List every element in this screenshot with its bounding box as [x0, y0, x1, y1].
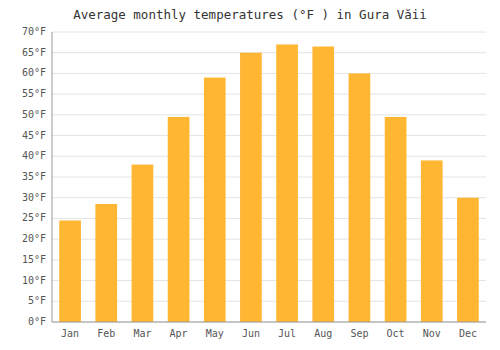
grid-line [52, 32, 486, 33]
x-tick-label: Apr [170, 328, 188, 339]
bar [385, 117, 407, 322]
y-tick-label: 55°F [22, 88, 46, 99]
y-tick-label: 35°F [22, 171, 46, 182]
grid-line [52, 114, 486, 115]
grid-line [52, 52, 486, 53]
grid [52, 32, 486, 322]
grid-line [52, 73, 486, 74]
x-axis-line [52, 322, 486, 323]
chart: 0°F 5°F 10°F 15°F 20°F 25°F 30°F 35°F 40°F 45°F 50… [0, 0, 500, 350]
x-tick-label: Nov [423, 328, 441, 339]
bar [59, 221, 81, 323]
bar [240, 53, 262, 322]
bar [349, 73, 371, 322]
grid-line [52, 322, 486, 323]
grid-line [52, 156, 486, 157]
grid-line [52, 135, 486, 136]
y-tick-label: 45°F [22, 130, 46, 141]
y-tick-label: 15°F [22, 254, 46, 265]
y-tick-label: 10°F [22, 275, 46, 286]
y-tick-label: 20°F [22, 233, 46, 244]
y-tick-label: 40°F [22, 150, 46, 161]
y-tick-label: 25°F [22, 212, 46, 223]
bar [168, 117, 190, 322]
bar [312, 47, 334, 323]
bar [457, 198, 479, 322]
y-tick-label: 5°F [28, 295, 46, 306]
y-axis: 0°F 5°F 10°F 15°F 20°F 25°F 30°F 35°F 40°F 45°F 50… [22, 26, 46, 327]
y-axis-line [52, 32, 53, 322]
x-tick-label: May [206, 328, 224, 339]
bars [59, 44, 479, 322]
title: Average monthly temperatures (°F ) in Gu… [73, 7, 427, 22]
bar [95, 204, 117, 322]
x-tick-label: Dec [459, 328, 477, 339]
bar [204, 78, 226, 322]
y-tick-label: 65°F [22, 47, 46, 58]
y-tick-label: 30°F [22, 192, 46, 203]
x-tick-label: Jan [61, 328, 79, 339]
x-tick-label: Oct [387, 328, 405, 339]
bar [276, 44, 298, 322]
grid-line [52, 94, 486, 95]
bar [132, 165, 154, 322]
x-tick-label: Feb [97, 328, 115, 339]
x-tick-label: Jun [242, 328, 260, 339]
x-axis: Jan Feb Mar Apr May Jun Jul Aug Sep Oct Nov Dec [61, 328, 477, 339]
x-tick-label: Jul [278, 328, 296, 339]
x-tick-label: Sep [350, 328, 368, 339]
x-tick-label: Aug [314, 328, 332, 339]
y-tick-label: 0°F [28, 316, 46, 327]
bar [421, 160, 443, 322]
x-tick-label: Mar [133, 328, 151, 339]
page: {"chart_data": {"type": "bar", "title": … [0, 0, 500, 350]
y-tick-label: 50°F [22, 109, 46, 120]
y-tick-label: 60°F [22, 67, 46, 78]
y-tick-label: 70°F [22, 26, 46, 37]
